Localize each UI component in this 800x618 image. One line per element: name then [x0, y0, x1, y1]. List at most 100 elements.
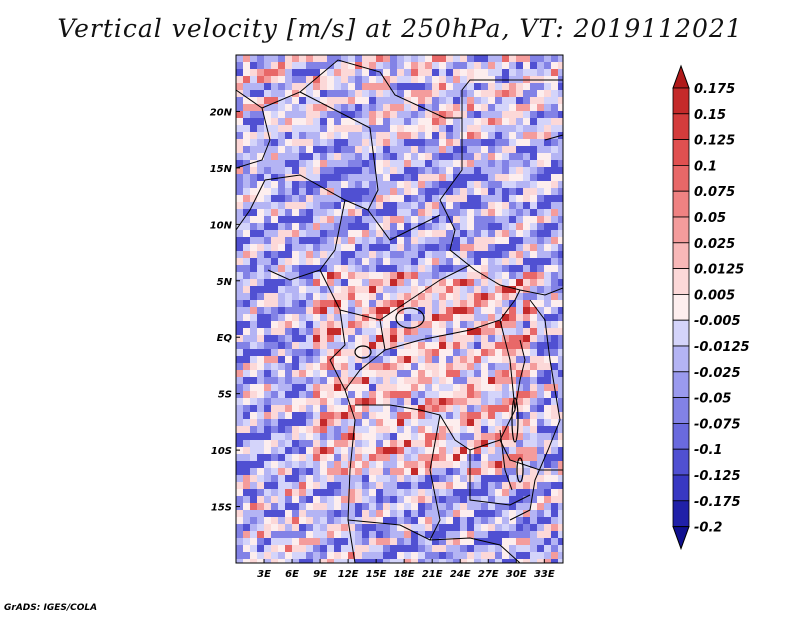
field-cell [418, 216, 426, 224]
field-cell [411, 90, 419, 98]
field-cell [516, 545, 524, 553]
field-cell [439, 524, 447, 532]
field-cell [509, 160, 517, 168]
field-cell [460, 279, 468, 287]
field-cell [257, 545, 265, 553]
field-cell [341, 230, 349, 238]
field-cell [285, 132, 293, 140]
field-cell [537, 531, 545, 539]
field-cell [516, 118, 524, 126]
field-cell [481, 517, 489, 525]
field-cell [404, 531, 412, 539]
field-cell [509, 55, 517, 63]
field-cell [369, 181, 377, 189]
field-cell [313, 300, 321, 308]
field-cell [243, 83, 251, 91]
field-cell [453, 468, 461, 476]
field-cell [355, 272, 363, 280]
field-cell [502, 160, 510, 168]
field-cell [278, 349, 286, 357]
field-cell [530, 237, 538, 245]
field-cell [481, 132, 489, 140]
field-cell [341, 517, 349, 525]
field-cell [397, 139, 405, 147]
field-cell [362, 468, 370, 476]
field-cell [250, 349, 258, 357]
field-cell [320, 62, 328, 70]
field-cell [355, 160, 363, 168]
field-cell [495, 209, 503, 217]
field-cell [446, 510, 454, 518]
field-cell [383, 160, 391, 168]
lake-outline [354, 345, 372, 359]
field-cell [257, 125, 265, 133]
field-cell [278, 552, 286, 560]
field-cell [432, 286, 440, 294]
field-cell [397, 265, 405, 273]
field-cell [544, 475, 552, 483]
field-cell [460, 524, 468, 532]
field-cell [558, 468, 563, 476]
field-cell [411, 384, 419, 392]
field-cell [516, 209, 524, 217]
field-cell [390, 139, 398, 147]
field-cell [551, 545, 559, 553]
field-cell [432, 230, 440, 238]
field-cell [313, 391, 321, 399]
field-cell [264, 146, 272, 154]
field-cell [467, 209, 475, 217]
field-cell [467, 69, 475, 77]
field-cell [544, 244, 552, 252]
field-cell [362, 160, 370, 168]
field-cell [271, 552, 279, 560]
field-cell [243, 97, 251, 105]
field-cell [236, 76, 244, 84]
field-cell [250, 419, 258, 427]
field-cell [271, 209, 279, 217]
field-cell [432, 356, 440, 364]
field-cell [495, 83, 503, 91]
field-cell [341, 475, 349, 483]
field-cell [348, 454, 356, 462]
field-cell [250, 342, 258, 350]
field-cell [418, 76, 426, 84]
field-cell [369, 258, 377, 266]
field-cell [348, 356, 356, 364]
field-cell [390, 405, 398, 413]
field-cell [327, 377, 335, 385]
field-cell [236, 272, 244, 280]
field-cell [411, 545, 419, 553]
field-cell [362, 496, 370, 504]
field-cell [453, 223, 461, 231]
field-cell [292, 510, 300, 518]
field-cell [558, 559, 563, 563]
field-cell [383, 545, 391, 553]
field-cell [362, 447, 370, 455]
field-cell [390, 384, 398, 392]
field-cell [369, 503, 377, 511]
field-cell [362, 538, 370, 546]
field-cell [481, 62, 489, 70]
field-cell [313, 510, 321, 518]
field-cell [355, 489, 363, 497]
field-cell [376, 559, 384, 563]
field-cell [551, 202, 559, 210]
field-cell [236, 251, 244, 259]
field-cell [236, 440, 244, 448]
field-cell [334, 538, 342, 546]
field-cell [467, 398, 475, 406]
field-cell [348, 244, 356, 252]
field-cell [369, 468, 377, 476]
field-cell [558, 244, 563, 252]
colorbar-segment [672, 345, 690, 373]
field-cell [467, 510, 475, 518]
field-cell [362, 300, 370, 308]
field-cell [306, 391, 314, 399]
field-cell [376, 125, 384, 133]
field-cell [411, 377, 419, 385]
field-cell [460, 286, 468, 294]
field-cell [271, 398, 279, 406]
field-cell [474, 153, 482, 161]
field-cell [383, 384, 391, 392]
field-cell [495, 216, 503, 224]
